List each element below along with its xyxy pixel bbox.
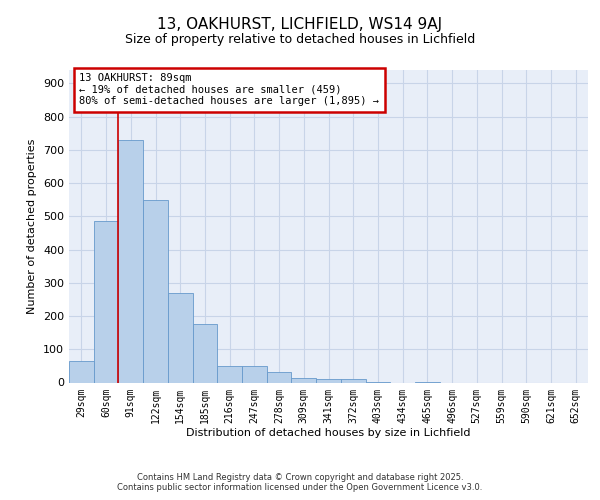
Y-axis label: Number of detached properties: Number of detached properties [28,138,37,314]
Bar [217,366,242,382]
Bar [316,378,341,382]
Bar [267,372,292,382]
Bar [193,324,217,382]
X-axis label: Distribution of detached houses by size in Lichfield: Distribution of detached houses by size … [186,428,471,438]
Text: Contains HM Land Registry data © Crown copyright and database right 2025.
Contai: Contains HM Land Registry data © Crown c… [118,473,482,492]
Bar [143,200,168,382]
Bar [292,378,316,382]
Bar [242,366,267,382]
Bar [69,361,94,382]
Bar [118,140,143,382]
Text: Size of property relative to detached houses in Lichfield: Size of property relative to detached ho… [125,32,475,46]
Bar [94,222,118,382]
Bar [168,292,193,382]
Bar [341,379,365,382]
Text: 13 OAKHURST: 89sqm
← 19% of detached houses are smaller (459)
80% of semi-detach: 13 OAKHURST: 89sqm ← 19% of detached hou… [79,73,379,106]
Text: 13, OAKHURST, LICHFIELD, WS14 9AJ: 13, OAKHURST, LICHFIELD, WS14 9AJ [157,18,443,32]
